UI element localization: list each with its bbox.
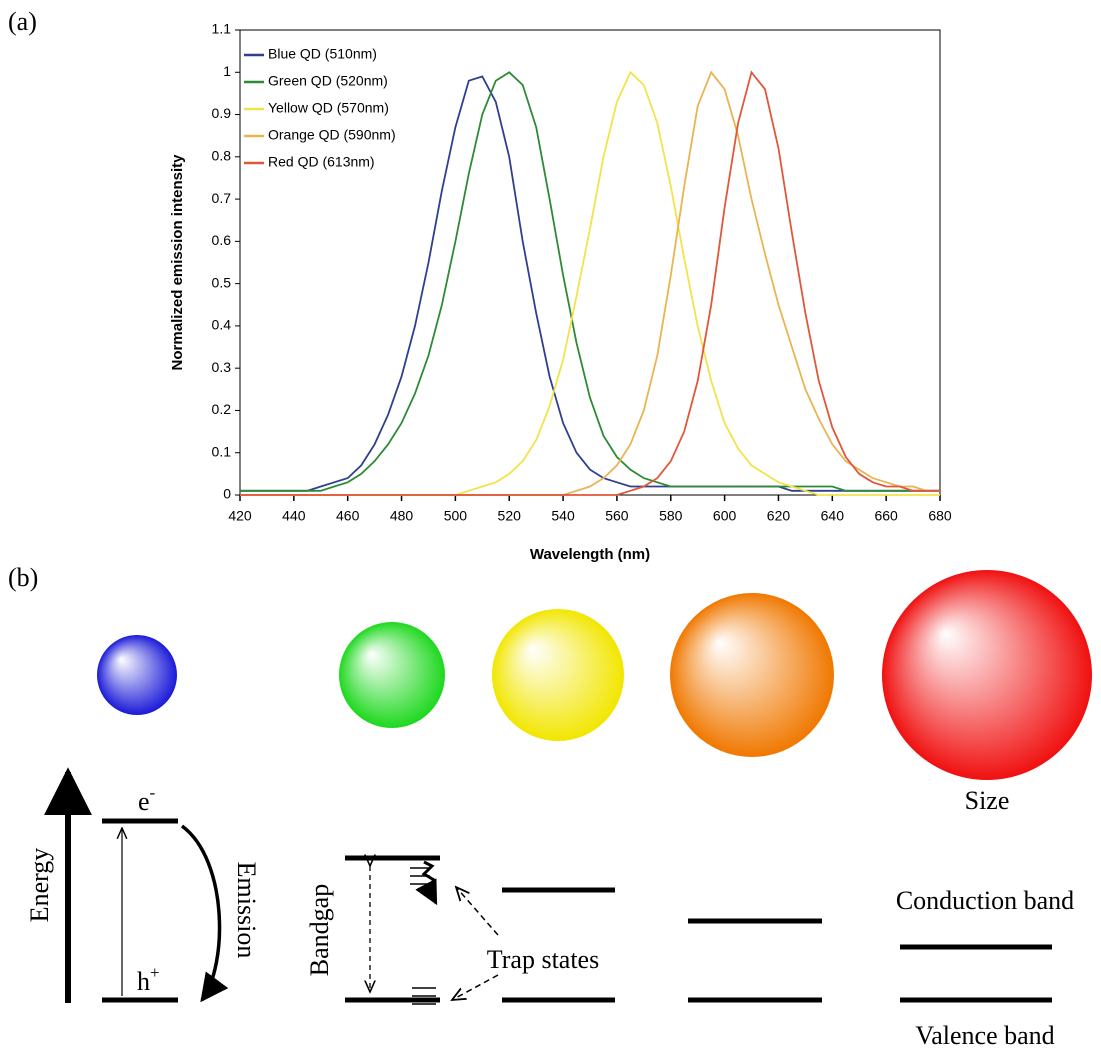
trap-pointer	[456, 887, 499, 936]
electron-sup: -	[150, 783, 156, 802]
series-line	[240, 71, 940, 492]
green-dot	[339, 622, 445, 728]
hole-sup: +	[150, 963, 160, 982]
panel-label: (a)	[8, 7, 37, 36]
x-tick-label: 660	[874, 508, 898, 524]
x-tick-label: 480	[390, 508, 414, 524]
panel-b: (a) (b) Size Energy Emission e- h+ Bandg…	[8, 7, 1092, 1050]
x-tick-label: 680	[928, 508, 952, 524]
y-tick-label: 1.1	[212, 21, 232, 37]
blue-dot	[97, 635, 177, 715]
legend-label: Yellow QD (570nm)	[268, 100, 389, 116]
red-dot	[882, 570, 1092, 780]
y-tick-label: 0.9	[212, 105, 232, 121]
x-tick-label: 500	[444, 508, 468, 524]
series-line	[240, 75, 940, 492]
y-tick-label: 1	[223, 63, 231, 79]
x-axis-title: Wavelength (nm)	[530, 546, 650, 563]
legend-label: Blue QD (510nm)	[268, 46, 377, 62]
orange-dot	[670, 593, 834, 757]
relaxation-arrow	[415, 860, 438, 906]
x-tick-label: 600	[713, 508, 737, 524]
y-tick-label: 0.1	[212, 443, 232, 459]
legend-label: Red QD (613nm)	[268, 154, 375, 170]
y-tick-label: 0	[223, 486, 231, 502]
y-tick-label: 0.3	[212, 359, 232, 375]
x-tick-label: 640	[821, 508, 845, 524]
y-axis-title: Normalized emission intensity	[169, 154, 186, 371]
bandgap-label: Bandgap	[305, 884, 334, 976]
hole-label: h+	[137, 963, 160, 996]
y-tick-label: 0.6	[212, 232, 232, 248]
x-tick-label: 620	[767, 508, 791, 524]
electron-label: e-	[138, 783, 156, 816]
y-tick-label: 0.5	[212, 274, 232, 290]
bands	[102, 818, 1052, 1003]
y-tick-label: 0.8	[212, 148, 232, 164]
legend-label: Green QD (520nm)	[268, 73, 388, 89]
series-line	[240, 70, 940, 496]
x-tick-label: 560	[605, 508, 629, 524]
chart: 0 0.1 0.2 0.3 0.4 0.5 0.6 0.7 0.8 0.9 1 1.1 420 440 46…	[169, 21, 952, 563]
x-tick-label: 580	[659, 508, 683, 524]
yellow-dot	[492, 609, 624, 741]
trap-pointer	[452, 974, 499, 1000]
conduction-band-label: Conduction band	[896, 886, 1074, 915]
x-tick-label: 520	[498, 508, 522, 524]
emission-label: Emission	[232, 862, 261, 959]
x-tick-label: 460	[336, 508, 360, 524]
emission-arrow	[180, 824, 229, 1003]
y-tick-label: 0.7	[212, 190, 232, 206]
x-tick-label: 420	[228, 508, 252, 524]
y-tick-label: 0.4	[212, 317, 232, 333]
valence-band-label: Valence band	[915, 1021, 1054, 1050]
hole: h	[137, 967, 150, 996]
legend-label: Orange QD (590nm)	[268, 127, 396, 143]
x-tick-label: 540	[551, 508, 575, 524]
electron: e	[138, 787, 150, 816]
trap-levels	[410, 867, 436, 1005]
trap-states-label: Trap states	[487, 945, 599, 974]
x-tick-label: 440	[282, 508, 306, 524]
energy-label: Energy	[25, 848, 54, 923]
size-label: Size	[965, 786, 1010, 815]
panel-label: (b)	[8, 563, 38, 592]
y-tick-label: 0.2	[212, 401, 232, 417]
